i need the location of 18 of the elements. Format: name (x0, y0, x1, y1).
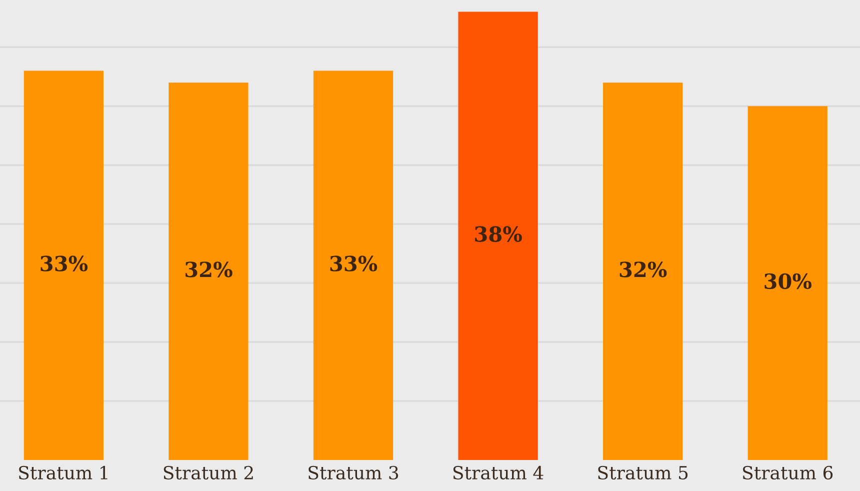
x-tick-label: Stratum 4 (453, 466, 544, 480)
x-tick-label: Stratum 2 (164, 466, 253, 480)
bar (24, 70, 104, 460)
bar (458, 12, 538, 460)
x-tick-label: Stratum 5 (598, 466, 688, 480)
data-label: 30% (764, 273, 812, 290)
data-label: 33% (330, 256, 378, 272)
bar (603, 82, 683, 460)
bar (168, 82, 248, 460)
bar (313, 70, 394, 460)
x-tick-label: Stratum 1 (19, 466, 108, 480)
bar (748, 106, 828, 460)
data-label: 33% (40, 256, 88, 272)
x-tick-label: Stratum 3 (308, 466, 398, 480)
data-label: 32% (620, 262, 667, 278)
x-tick-label: Stratum 6 (743, 466, 833, 480)
data-label: 38% (475, 226, 522, 242)
data-label: 32% (186, 262, 232, 278)
